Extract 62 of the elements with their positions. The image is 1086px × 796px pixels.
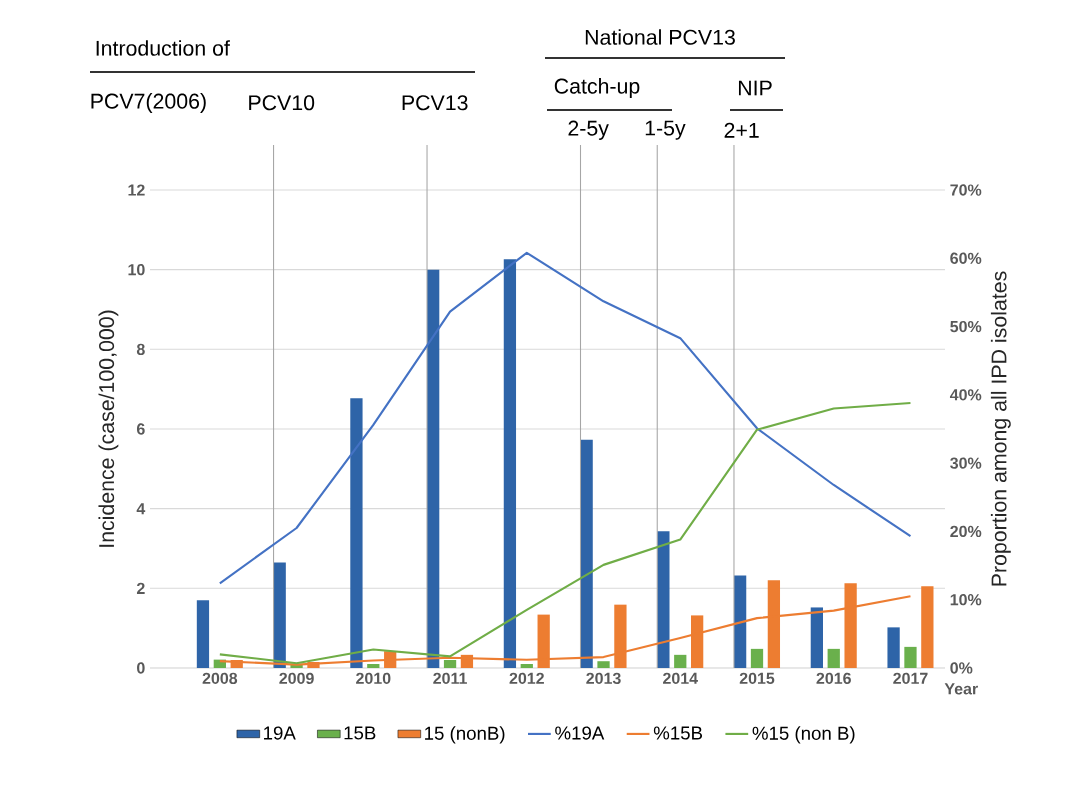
bar	[904, 646, 917, 668]
legend-label: %19A	[555, 726, 605, 740]
ref-line-label: 2+1	[724, 122, 759, 138]
ref-line-label: 2-5y	[568, 120, 609, 140]
bar	[810, 607, 823, 668]
bar	[367, 664, 380, 668]
bar	[273, 562, 286, 668]
x-tick-label: 2008	[202, 672, 238, 685]
legend-label: 15B	[344, 726, 376, 740]
ref-line-label: 1-5y	[645, 120, 686, 140]
legend-label: 15 (nonB)	[425, 726, 505, 744]
bar	[750, 648, 764, 668]
x-tick-label: 2011	[433, 672, 467, 685]
y-tick-label: 2	[136, 582, 145, 594]
y2-tick-label: 10%	[950, 594, 982, 606]
text: Catch-up	[554, 78, 640, 98]
text: PCV7(2006)	[91, 93, 206, 113]
x-tick-label: 2010	[356, 672, 391, 685]
ref-line-label: PCV10	[249, 95, 315, 111]
text: NIP	[738, 80, 772, 96]
bar	[503, 259, 517, 668]
ref-line-label: PCV13	[402, 95, 468, 111]
line-series	[218, 251, 912, 585]
y2-tick-label: 30%	[950, 457, 982, 469]
y-tick-label: 4	[136, 503, 146, 515]
legend-label: 19A	[264, 726, 296, 740]
line-series	[218, 401, 912, 665]
y-axis-title: Incidence (case/100,000)	[98, 310, 119, 547]
x-tick-label: 2015	[739, 672, 775, 685]
bar	[674, 654, 687, 668]
bar	[827, 648, 840, 668]
y2-tick-label: 20%	[950, 525, 982, 538]
y2-tick-label: 0%	[950, 662, 973, 674]
legend-label: %15 (non B)	[752, 726, 855, 744]
y2-tick-label: 50%	[950, 320, 982, 333]
text: Introduction of	[96, 40, 230, 56]
y-tick-label: 0	[137, 662, 145, 674]
bar	[921, 586, 934, 668]
y-tick-label: 12	[128, 184, 145, 196]
bar	[196, 600, 210, 668]
bar	[580, 439, 593, 668]
x-axis-title: Year	[944, 683, 978, 695]
y2-tick-label: 40%	[949, 389, 982, 401]
y-tick-label: 6	[136, 423, 145, 435]
x-tick-label: 2012	[509, 672, 544, 685]
x-tick-label: 2016	[816, 672, 851, 685]
legend-label: %15B	[653, 726, 703, 740]
y2-tick-label: 70%	[950, 184, 982, 196]
x-tick-label: 2013	[586, 672, 621, 685]
y-tick-label: 8	[136, 343, 145, 355]
bar	[350, 398, 363, 668]
bar	[597, 661, 610, 668]
y-tick-label: 10	[128, 264, 145, 276]
y2-tick-label: 60%	[950, 252, 982, 264]
y2-axis-title: Proportion among all IPD isolates	[990, 271, 1011, 586]
bar	[443, 660, 457, 668]
bar	[887, 627, 900, 668]
x-tick-label: 2017	[893, 672, 928, 685]
text: National PCV13	[585, 29, 735, 45]
x-tick-label: 2009	[279, 672, 314, 685]
bar	[520, 664, 533, 668]
x-tick-label: 2014	[663, 672, 698, 685]
